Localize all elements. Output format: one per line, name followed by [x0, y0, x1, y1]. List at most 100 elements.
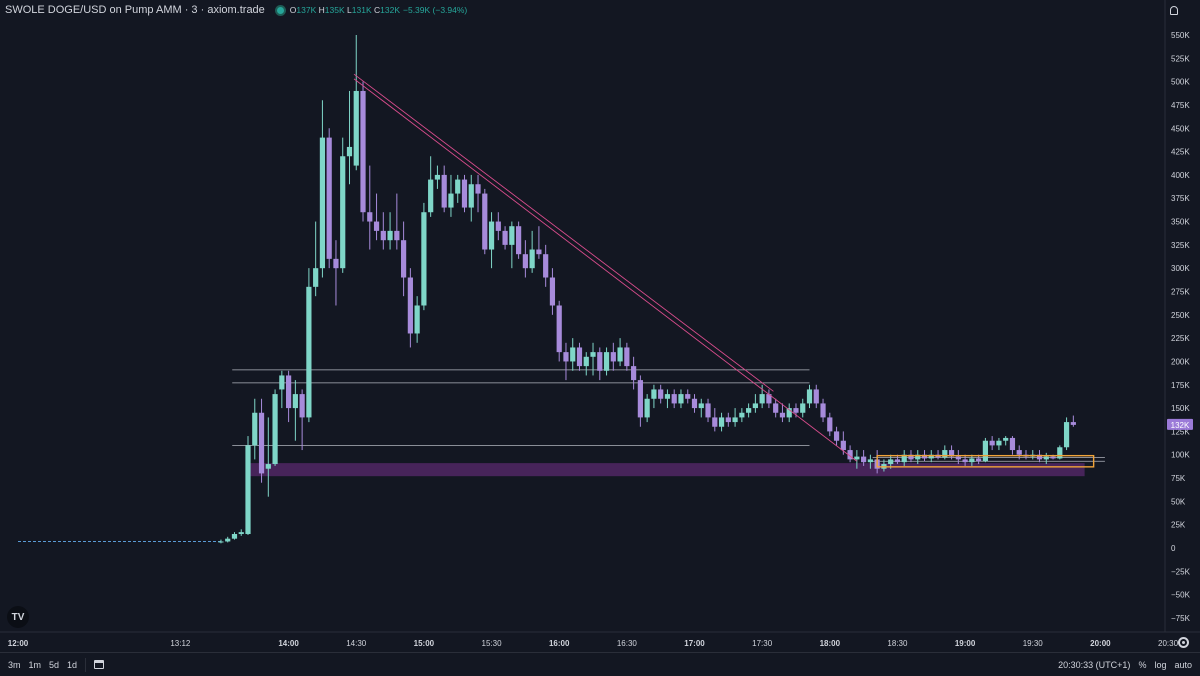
change-value: −5.39K (−3.94%) [403, 5, 468, 15]
percent-scale-button[interactable]: % [1138, 659, 1147, 670]
candle-body [631, 366, 637, 381]
chart-header: SWOLE DOGE/USD on Pump AMM · 3 · axiom.t… [5, 4, 467, 16]
tradingview-logo-icon[interactable]: TV [7, 606, 29, 628]
candle-body [340, 156, 346, 269]
candle-body [346, 146, 353, 157]
candle-body [712, 417, 718, 427]
timeframe-5d-button[interactable]: 5d [49, 659, 60, 670]
candle-body [779, 412, 786, 418]
x-tick-label: 17:30 [752, 639, 773, 648]
candle-body [685, 394, 691, 399]
price-chart[interactable]: 550K 525K 500K 475K 450K 425K 400K 375K 350K 325K… [0, 0, 1200, 652]
candle-body [407, 277, 413, 334]
candle-body [739, 412, 745, 418]
candle-body [488, 221, 495, 250]
y-tick-label: 425K [1171, 148, 1190, 157]
y-tick-label: 0 [1171, 544, 1176, 553]
candle-body [793, 408, 799, 413]
candle-body [319, 137, 326, 269]
high-value: 135K [324, 5, 345, 15]
candle-body [529, 249, 535, 269]
calendar-icon[interactable] [94, 660, 105, 669]
candle-body [576, 347, 583, 367]
y-tick-label: 375K [1171, 194, 1190, 203]
candle-body [989, 440, 995, 446]
candle-body [820, 403, 826, 418]
symbol-title[interactable]: SWOLE DOGE/USD on Pump AMM · 3 · axiom.t… [5, 4, 265, 16]
axis-settings-icon[interactable] [1178, 637, 1189, 648]
trend-line [353, 78, 858, 462]
timeframe-1m-button[interactable]: 1m [28, 659, 42, 670]
y-tick-label: 100K [1171, 451, 1190, 460]
candle-body [495, 221, 501, 231]
candle-body [326, 137, 332, 259]
y-tick-label: 150K [1171, 404, 1190, 413]
y-tick-label: 500K [1171, 78, 1190, 87]
candle-body [766, 394, 772, 404]
candle-body [252, 412, 258, 446]
candle-body [637, 380, 643, 418]
candle-body [813, 389, 819, 404]
candle-body [231, 534, 238, 539]
candle-body [962, 459, 968, 463]
trend-line [353, 73, 774, 392]
candle-body [718, 417, 725, 427]
candle-body [468, 184, 474, 208]
candle-body [570, 347, 576, 362]
x-tick-label: 16:00 [549, 639, 570, 648]
candle-body [1043, 456, 1049, 460]
y-tick-label: 225K [1171, 334, 1190, 343]
bottom-toolbar: 3m 1m 5d 1d 20:30:33 (UTC+1) % log auto [0, 652, 1200, 676]
candle-body [894, 459, 901, 463]
candle-body [928, 454, 934, 459]
candle-body [448, 193, 454, 208]
candle-body [698, 403, 704, 409]
candle-body [658, 389, 664, 399]
x-tick-label: 13:12 [170, 639, 191, 648]
candle-body [482, 193, 488, 250]
candle-body [908, 454, 914, 460]
y-tick-label: 350K [1171, 218, 1190, 227]
high-label: H [318, 5, 325, 15]
candle-body [969, 458, 975, 463]
candle-body [786, 408, 792, 418]
y-tick-label: 400K [1171, 171, 1190, 180]
ohlc-readout: O137K H135K L131K C132K [290, 5, 400, 15]
y-tick-label: −75K [1171, 614, 1191, 623]
alert-bell-icon[interactable] [1170, 6, 1178, 15]
x-tick-label: 14:00 [278, 639, 299, 648]
candle-body [583, 356, 589, 367]
candle-body [610, 352, 616, 362]
auto-scale-button[interactable]: auto [1174, 659, 1192, 670]
timeframe-1d-button[interactable]: 1d [67, 659, 78, 670]
candle-body [1050, 456, 1056, 459]
log-scale-button[interactable]: log [1154, 659, 1167, 670]
candle-body [516, 226, 522, 255]
candle-body [563, 352, 569, 362]
consolidation-box [876, 454, 1095, 468]
candle-body [888, 459, 894, 465]
candle-body [840, 440, 846, 451]
candle-body [509, 226, 515, 245]
candle-body [948, 450, 955, 457]
y-tick-label: 300K [1171, 264, 1190, 273]
candle-body [678, 394, 684, 404]
support-zone [248, 463, 1085, 477]
candle-body [1003, 437, 1009, 441]
candle-body [806, 389, 813, 404]
candle-body [367, 212, 373, 222]
clock-readout[interactable]: 20:30:33 (UTC+1) [1058, 659, 1131, 670]
candle-body [664, 394, 671, 399]
y-tick-label: 175K [1171, 381, 1190, 390]
candle-body [867, 459, 873, 463]
open-value: 137K [296, 5, 317, 15]
candle-body [414, 305, 420, 334]
candle-body [434, 174, 441, 180]
timeframe-3m-button[interactable]: 3m [8, 659, 21, 670]
x-tick-label: 20:30 [1158, 639, 1179, 648]
y-tick-label: 75K [1171, 474, 1186, 483]
candle-body [306, 286, 312, 418]
x-tick-label: 18:00 [820, 639, 841, 648]
candle-body [901, 454, 907, 463]
close-label: C [374, 5, 381, 15]
